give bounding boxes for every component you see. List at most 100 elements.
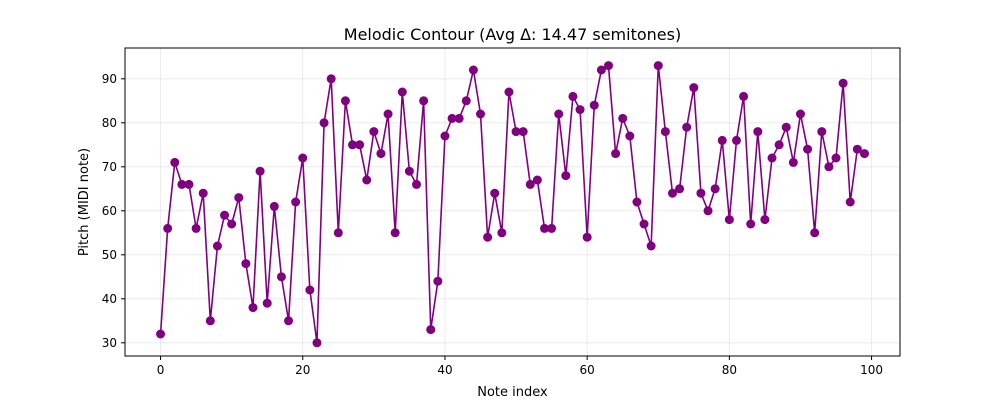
- data-point: [660, 127, 670, 137]
- data-point: [632, 197, 642, 207]
- data-point: [603, 61, 613, 71]
- data-point: [426, 325, 436, 335]
- data-point: [227, 219, 237, 229]
- data-point: [497, 228, 507, 238]
- data-point: [198, 188, 208, 198]
- data-point: [703, 206, 713, 216]
- y-tick-label: 30: [102, 336, 117, 350]
- data-point: [596, 65, 606, 75]
- data-point: [333, 228, 343, 238]
- data-point: [454, 113, 464, 123]
- data-point: [326, 74, 336, 84]
- series-line: [159, 64, 865, 344]
- data-point: [511, 127, 521, 137]
- data-point: [348, 140, 358, 150]
- data-point: [824, 162, 834, 172]
- data-point: [710, 184, 720, 194]
- data-point: [731, 135, 741, 145]
- data-point: [739, 91, 749, 101]
- x-tick-label: 40: [437, 363, 452, 377]
- chart-title: Melodic Contour (Avg Δ: 14.47 semitones): [344, 25, 681, 44]
- data-point: [255, 166, 265, 176]
- data-point: [760, 215, 770, 225]
- data-point: [667, 188, 677, 198]
- y-tick-label: 70: [102, 160, 117, 174]
- data-point: [646, 241, 656, 251]
- data-point: [397, 87, 407, 97]
- data-point: [362, 175, 372, 185]
- x-tick-label: 100: [860, 363, 883, 377]
- data-point: [767, 153, 777, 163]
- data-point: [312, 338, 322, 348]
- data-point: [298, 153, 308, 163]
- x-tick-label: 60: [580, 363, 595, 377]
- data-point: [803, 144, 813, 154]
- data-point: [539, 223, 549, 233]
- data-point: [490, 188, 500, 198]
- data-point: [724, 215, 734, 225]
- y-axis-label: Pitch (MIDI note): [77, 148, 92, 256]
- data-point: [611, 149, 621, 159]
- data-point: [404, 166, 414, 176]
- data-point: [717, 135, 727, 145]
- data-point: [810, 228, 820, 238]
- data-point: [831, 153, 841, 163]
- data-point: [355, 140, 365, 150]
- data-point: [170, 157, 180, 167]
- data-point: [163, 223, 173, 233]
- data-point: [689, 83, 699, 93]
- data-point: [518, 127, 528, 137]
- data-point: [376, 149, 386, 159]
- x-tick-label: 80: [722, 363, 737, 377]
- data-point: [220, 210, 230, 220]
- data-point: [852, 144, 862, 154]
- data-point: [191, 223, 201, 233]
- data-point: [262, 298, 272, 308]
- data-point: [205, 316, 215, 326]
- data-point: [461, 96, 471, 106]
- data-point: [433, 276, 443, 286]
- data-point: [675, 184, 685, 194]
- data-point: [746, 219, 756, 229]
- data-point: [859, 149, 869, 159]
- data-point: [653, 61, 663, 71]
- data-point: [554, 109, 564, 119]
- data-point: [774, 140, 784, 150]
- data-point: [532, 175, 542, 185]
- data-point: [753, 127, 763, 137]
- data-point: [305, 285, 315, 295]
- data-point: [284, 316, 294, 326]
- y-tick-label: 40: [102, 292, 117, 306]
- data-point: [419, 96, 429, 106]
- x-tick-label: 20: [295, 363, 310, 377]
- data-point: [817, 127, 827, 137]
- data-point: [639, 219, 649, 229]
- data-point: [319, 118, 329, 128]
- data-point: [177, 179, 187, 189]
- data-point: [575, 105, 585, 115]
- data-point: [234, 193, 244, 203]
- data-point: [525, 179, 535, 189]
- data-point: [468, 65, 478, 75]
- data-point: [156, 329, 166, 339]
- data-point: [291, 197, 301, 207]
- data-point: [241, 259, 251, 269]
- series-layer: [156, 61, 869, 348]
- data-point: [625, 131, 635, 141]
- data-point: [582, 232, 592, 242]
- data-point: [340, 96, 350, 106]
- data-point: [781, 122, 791, 132]
- data-point: [838, 78, 848, 88]
- data-point: [504, 87, 514, 97]
- data-point: [383, 109, 393, 119]
- plot-frame: [124, 47, 901, 357]
- data-point: [269, 201, 279, 211]
- data-point: [412, 179, 422, 189]
- data-point: [589, 100, 599, 110]
- data-point: [276, 272, 286, 282]
- data-point: [682, 122, 692, 132]
- data-point: [184, 179, 194, 189]
- ticks: 0 20 40 60 80 100 30 40 50 60 70 80 90: [102, 72, 883, 377]
- data-point: [483, 232, 493, 242]
